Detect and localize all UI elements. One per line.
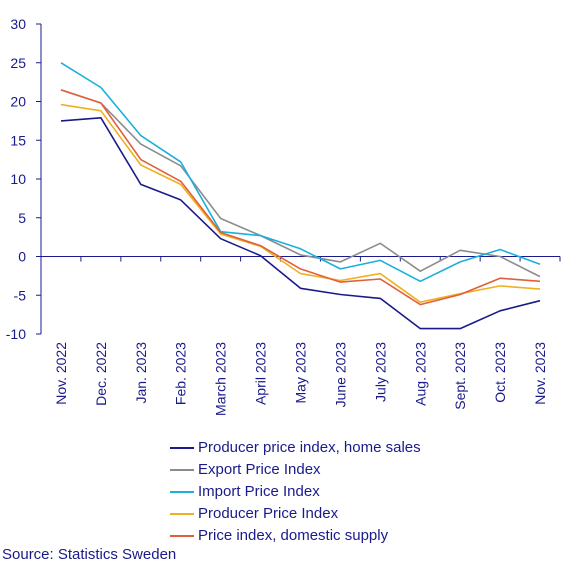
- x-tick-label: June 2023: [332, 342, 348, 408]
- x-tick-label: Dec. 2022: [93, 342, 109, 406]
- x-tick-label: Jan. 2023: [133, 342, 149, 404]
- y-tick-label: 0: [18, 249, 26, 265]
- y-axis-ticks: 30 25 20 15 10 5 0 -5 -10: [6, 16, 41, 342]
- x-tick-label: Sept. 2023: [452, 342, 468, 410]
- y-tick-label: 5: [18, 210, 26, 226]
- legend-swatch: [170, 469, 194, 471]
- x-tick-label: Nov. 2022: [53, 342, 69, 405]
- series-line-1: [60, 117, 541, 330]
- series-lines: [60, 62, 541, 330]
- legend-label: Producer Price Index: [198, 505, 339, 522]
- series-line-2: [60, 89, 541, 278]
- x-tick-label: March 2023: [213, 342, 229, 416]
- y-tick-label: 10: [10, 171, 26, 187]
- series-line-5: [60, 89, 541, 306]
- y-tick-label: 30: [10, 16, 26, 32]
- x-tick-label: Oct. 2023: [492, 342, 508, 403]
- y-tick-label: 25: [10, 55, 26, 71]
- x-tick-label: Aug. 2023: [412, 342, 428, 406]
- y-tick-label: 15: [10, 132, 26, 148]
- line-chart: 30 25 20 15 10 5 0 -5 -10 Nov. 2022 Dec. 2022 Jan.…: [6, 16, 561, 416]
- legend-label: Import Price Index: [198, 483, 320, 500]
- y-tick-label: -5: [14, 287, 27, 303]
- x-tick-label: April 2023: [253, 342, 269, 405]
- series-line-3: [60, 62, 541, 283]
- legend-swatch: [170, 513, 194, 515]
- legend-label: Export Price Index: [198, 461, 321, 478]
- legend-swatch: [170, 535, 194, 537]
- legend-label: Price index, domestic supply: [198, 527, 389, 544]
- x-tick-label: Feb. 2023: [173, 342, 189, 405]
- y-tick-label: 20: [10, 94, 26, 110]
- legend-label: Producer price index, home sales: [198, 439, 421, 456]
- x-axis-ticks: Nov. 2022 Dec. 2022 Jan. 2023 Feb. 2023 Marc…: [40, 256, 561, 416]
- legend-swatch: [170, 491, 194, 493]
- x-tick-label: July 2023: [372, 342, 388, 402]
- series-line-4: [60, 103, 541, 304]
- legend-swatch: [170, 447, 194, 449]
- x-tick-label: May 2023: [293, 342, 309, 404]
- source-note: Source: Statistics Sweden: [2, 546, 177, 563]
- x-tick-label: Nov. 2023: [532, 342, 548, 405]
- y-tick-label: -10: [6, 326, 26, 342]
